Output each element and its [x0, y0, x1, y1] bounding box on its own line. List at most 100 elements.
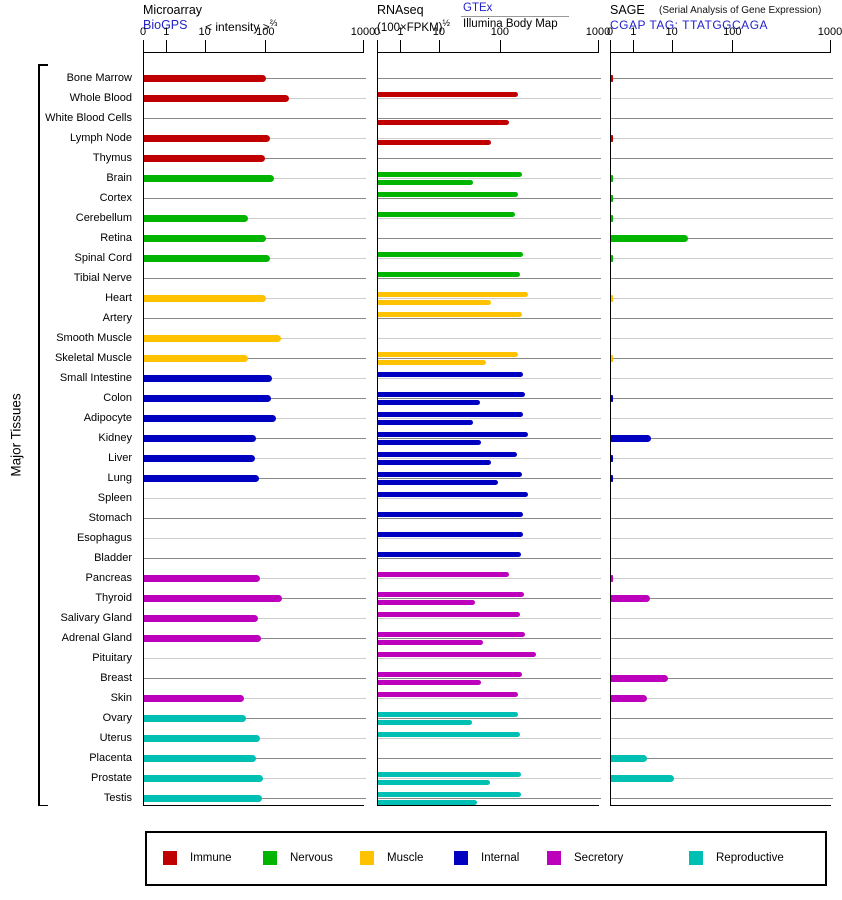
bar-rnaseq-illumina-ovary: [378, 720, 472, 725]
axis-tick-label: 1000: [350, 26, 376, 38]
row-line: [611, 578, 833, 579]
microarray-measure-text: < intensity >: [205, 20, 270, 34]
bar-microarray-smooth-muscle: [144, 335, 281, 342]
cgap-tag-link[interactable]: CGAP TAG: TTATGGCAGA: [610, 18, 769, 32]
tissue-label-artery: Artery: [102, 312, 132, 324]
axis-bottom-line: [610, 805, 831, 806]
row-line: [378, 178, 601, 179]
row-line: [144, 538, 366, 539]
bar-rnaseq-gtex-adipocyte: [378, 412, 524, 417]
row-line: [378, 758, 601, 759]
row-line: [144, 658, 366, 659]
bar-rnaseq-illumina-colon: [378, 400, 480, 405]
bar-microarray-brain: [144, 175, 275, 182]
row-line: [611, 538, 833, 539]
tissue-label-salivary-gland: Salivary Gland: [60, 612, 132, 624]
bar-rnaseq-gtex-esophagus: [378, 532, 524, 537]
axis-tick: [598, 40, 599, 52]
tissue-label-brain: Brain: [106, 172, 132, 184]
bar-sage-heart: [611, 295, 614, 302]
row-line: [378, 718, 601, 719]
bar-sage-lung: [611, 475, 614, 482]
row-line: [611, 478, 833, 479]
major-tissues-bracket-top-cap: [38, 64, 48, 66]
row-line: [611, 798, 833, 799]
bar-sage-cortex: [611, 195, 614, 202]
row-line: [378, 618, 601, 619]
tissue-label-white-blood-cells: White Blood Cells: [45, 112, 132, 124]
legend-label-immune: Immune: [190, 852, 232, 864]
axis-tick: [438, 40, 440, 52]
rnaseq-measure: (100×FPKM)½: [377, 18, 450, 34]
panel-sage-title: SAGE: [610, 3, 645, 17]
row-line: [611, 78, 833, 79]
bar-sage-skin: [611, 695, 647, 702]
bar-microarray-whole-blood: [144, 95, 289, 102]
axis-bottom-line: [377, 805, 599, 806]
major-tissues-bracket-line: [38, 64, 40, 806]
biogps-link[interactable]: BioGPS: [143, 18, 188, 32]
row-line: [378, 558, 601, 559]
tissue-label-stomach: Stomach: [88, 512, 132, 524]
axis-tick-label: 100: [256, 26, 275, 38]
bar-rnaseq-illumina-lung: [378, 480, 499, 485]
tissue-label-kidney: Kidney: [98, 432, 132, 444]
bar-microarray-colon: [144, 395, 272, 402]
axis-tick-label: 100: [490, 26, 510, 38]
row-line: [611, 138, 833, 139]
bar-rnaseq-gtex-tibial-nerve: [378, 272, 520, 277]
bar-sage-thyroid: [611, 595, 650, 602]
bar-rnaseq-illumina-testis: [378, 800, 478, 805]
row-line: [611, 718, 833, 719]
tissue-label-breast: Breast: [100, 672, 132, 684]
row-line: [378, 678, 601, 679]
row-line: [611, 698, 833, 699]
row-line: [378, 138, 601, 139]
row-line: [144, 558, 366, 559]
bar-microarray-liver: [144, 455, 256, 462]
row-line: [378, 418, 601, 419]
bar-rnaseq-illumina-breast: [378, 680, 481, 685]
axis-tick: [265, 40, 267, 52]
major-tissues-bracket-bottom-cap: [38, 804, 48, 806]
axis-tick: [204, 40, 206, 52]
row-line: [378, 578, 601, 579]
bar-rnaseq-gtex-ovary: [378, 712, 518, 717]
axis-top-line: [610, 52, 831, 53]
row-line: [611, 338, 833, 339]
bar-rnaseq-illumina-liver: [378, 460, 491, 465]
row-line: [611, 458, 833, 459]
bar-rnaseq-illumina-brain: [378, 180, 474, 185]
bar-microarray-skeletal-muscle: [144, 355, 249, 362]
legend-swatch-internal: [454, 851, 468, 865]
tissue-label-pancreas: Pancreas: [85, 572, 132, 584]
row-line: [144, 318, 366, 319]
bar-rnaseq-gtex-whole-blood: [378, 92, 519, 97]
tissue-label-lymph-node: Lymph Node: [70, 132, 132, 144]
bar-sage-pancreas: [611, 575, 614, 582]
row-line: [611, 298, 833, 299]
tissue-label-skin: Skin: [110, 692, 132, 704]
row-line: [378, 98, 601, 99]
tissue-label-bladder: Bladder: [94, 552, 132, 564]
gtex-link[interactable]: GTEx: [463, 2, 493, 14]
row-line: [144, 198, 366, 199]
row-line: [611, 238, 833, 239]
row-line: [611, 118, 833, 119]
bar-sage-bone-marrow: [611, 75, 614, 82]
bar-microarray-uterus: [144, 735, 261, 742]
row-line: [611, 198, 833, 199]
axis-tick-label: 0: [139, 26, 147, 38]
bar-rnaseq-gtex-brain: [378, 172, 523, 177]
bar-microarray-spinal-cord: [144, 255, 271, 262]
legend-label-secretory: Secretory: [574, 852, 624, 864]
axis-left-spine: [377, 52, 378, 805]
row-line: [611, 98, 833, 99]
tissue-label-skeletal-muscle: Skeletal Muscle: [54, 352, 132, 364]
bar-rnaseq-gtex-spleen: [378, 492, 529, 497]
bar-sage-kidney: [611, 435, 652, 442]
bar-rnaseq-illumina-white-blood-cells: [378, 120, 509, 125]
bar-rnaseq-illumina-skeletal-muscle: [378, 360, 487, 365]
axis-tick: [633, 40, 635, 52]
bar-sage-lymph-node: [611, 135, 614, 142]
